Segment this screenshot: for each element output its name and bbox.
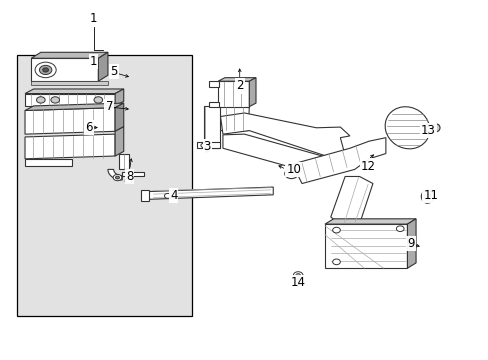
Text: 13: 13	[420, 124, 435, 137]
Text: 11: 11	[423, 189, 437, 202]
Polygon shape	[119, 154, 128, 170]
Polygon shape	[325, 224, 407, 268]
Polygon shape	[31, 58, 98, 81]
Circle shape	[332, 227, 340, 233]
Circle shape	[125, 179, 132, 184]
Polygon shape	[203, 106, 219, 148]
Polygon shape	[108, 170, 122, 180]
Text: 5: 5	[110, 65, 118, 78]
Text: 8: 8	[125, 170, 133, 183]
Polygon shape	[25, 103, 123, 111]
Polygon shape	[249, 78, 256, 107]
Polygon shape	[115, 127, 123, 156]
Polygon shape	[425, 124, 435, 131]
Text: 1: 1	[90, 12, 97, 25]
Polygon shape	[122, 171, 143, 176]
Text: 1: 1	[90, 55, 97, 68]
Polygon shape	[287, 170, 299, 176]
Circle shape	[293, 272, 303, 279]
Circle shape	[396, 226, 403, 231]
Polygon shape	[325, 219, 415, 224]
Circle shape	[284, 169, 298, 179]
Polygon shape	[25, 89, 123, 94]
Ellipse shape	[385, 107, 429, 149]
Polygon shape	[218, 78, 256, 81]
Circle shape	[40, 65, 52, 75]
Circle shape	[51, 97, 60, 103]
Polygon shape	[25, 159, 72, 166]
Polygon shape	[295, 276, 300, 279]
Ellipse shape	[424, 193, 430, 200]
Text: 2: 2	[236, 80, 243, 93]
Text: 4: 4	[169, 189, 177, 202]
Circle shape	[201, 143, 206, 148]
Polygon shape	[223, 134, 354, 173]
Text: 9: 9	[407, 237, 414, 250]
Circle shape	[42, 68, 48, 72]
Polygon shape	[98, 52, 108, 81]
Text: 10: 10	[285, 163, 301, 176]
Polygon shape	[330, 176, 372, 224]
Circle shape	[164, 193, 171, 198]
Circle shape	[37, 97, 45, 103]
Circle shape	[115, 176, 119, 179]
Polygon shape	[146, 187, 273, 199]
Polygon shape	[115, 103, 123, 131]
Polygon shape	[25, 94, 115, 106]
Polygon shape	[31, 81, 108, 85]
Circle shape	[287, 171, 294, 176]
Text: 3: 3	[203, 140, 210, 153]
Polygon shape	[25, 108, 115, 134]
Polygon shape	[292, 138, 385, 184]
Polygon shape	[31, 52, 108, 58]
Text: 7: 7	[105, 100, 113, 113]
Polygon shape	[208, 102, 219, 107]
Text: 12: 12	[360, 159, 375, 172]
Circle shape	[113, 174, 122, 181]
Polygon shape	[219, 107, 249, 131]
Circle shape	[94, 97, 102, 103]
Polygon shape	[407, 219, 415, 268]
Circle shape	[295, 274, 300, 277]
Polygon shape	[115, 89, 123, 106]
Polygon shape	[208, 81, 219, 87]
Text: 6: 6	[85, 121, 93, 134]
Circle shape	[35, 62, 56, 78]
Bar	[17, 55, 191, 316]
Polygon shape	[220, 113, 349, 156]
Text: 14: 14	[290, 276, 305, 289]
Polygon shape	[25, 134, 115, 159]
Circle shape	[332, 259, 340, 265]
Polygon shape	[196, 142, 219, 148]
Ellipse shape	[421, 190, 433, 203]
Polygon shape	[218, 81, 249, 107]
Polygon shape	[141, 190, 148, 201]
Ellipse shape	[431, 124, 439, 132]
